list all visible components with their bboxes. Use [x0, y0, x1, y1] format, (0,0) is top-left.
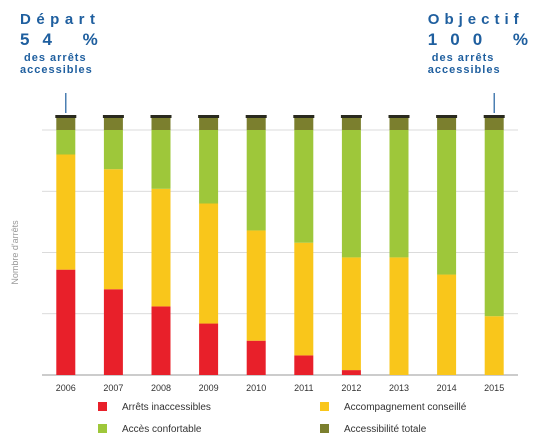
bar-cap-2010 [246, 118, 266, 130]
bar-2012-series-2 [341, 130, 361, 258]
bar-cap-top-2006 [55, 115, 77, 118]
legend-label: Arrêts inaccessibles [122, 402, 211, 413]
end-callout-line2: accessibles [427, 64, 501, 76]
bar-cap-2012 [341, 118, 361, 130]
bar-2006-series-1 [56, 154, 76, 270]
bar-cap-top-2011 [293, 115, 315, 118]
x-tick-label: 2008 [151, 383, 171, 393]
start-callout-line1: des arrêts [24, 52, 87, 64]
x-tick-label: 2007 [103, 383, 123, 393]
bar-2014-series-2 [437, 130, 457, 275]
bar-2006-series-2 [56, 130, 76, 155]
bar-2011-series-0 [294, 355, 314, 375]
legend: Arrêts inaccessibles Accompagnement conse… [98, 402, 467, 435]
x-tick-label: 2015 [484, 383, 504, 393]
x-tick-label: 2013 [389, 383, 409, 393]
bar-cap-top-2014 [436, 115, 458, 118]
bar-2011-series-2 [294, 130, 314, 243]
bar-2010-series-1 [246, 230, 266, 341]
bar-cap-top-2015 [483, 115, 505, 118]
legend-label: Accessibilité totale [344, 424, 427, 435]
legend-swatch [98, 402, 107, 411]
legend-label: Accès confortable [122, 424, 202, 435]
bar-2009-series-2 [199, 130, 219, 204]
axes: 2006 2007 2008 2009 2010 2011 2012 2013 2014 2015… [10, 220, 504, 393]
end-callout-line1: des arrêts [431, 52, 495, 64]
x-tick-label: 2009 [199, 383, 219, 393]
end-callout-value: 100 % [427, 30, 539, 49]
end-callout: Objectif 100 % des arrêts accessibles [428, 12, 539, 76]
bar-2011-series-1 [294, 242, 314, 356]
bar-2012-series-1 [341, 257, 361, 371]
x-tick-label: 2006 [56, 383, 76, 393]
legend-swatch [320, 402, 329, 411]
bar-2007-series-1 [103, 169, 123, 290]
legend-label: Accompagnement conseillé [344, 402, 467, 413]
x-tick-label: 2011 [294, 383, 313, 393]
start-callout-title: Départ [20, 11, 101, 28]
bar-2012-series-0 [341, 370, 361, 375]
bar-2006-series-0 [56, 269, 76, 375]
callout-leader-lines [65, 93, 495, 113]
bar-2009-series-0 [199, 323, 219, 375]
bar-2010-series-0 [246, 340, 266, 375]
bar-cap-2014 [437, 118, 457, 130]
x-tick-label: 2012 [341, 383, 361, 393]
bar-cap-top-2008 [150, 115, 172, 118]
bar-cap-2015 [484, 118, 504, 130]
bar-cap-top-2012 [340, 115, 362, 118]
x-tick-label: 2014 [437, 383, 457, 393]
x-tick-label: 2010 [246, 383, 266, 393]
y-axis-title: Nombre d'arrêts [10, 220, 20, 285]
start-callout-line2: accessibles [20, 64, 93, 76]
bar-2015-series-1 [484, 316, 504, 375]
bar-cap-2013 [389, 118, 409, 130]
legend-swatch [98, 424, 107, 433]
bar-2008-series-1 [151, 188, 171, 307]
bar-2007-series-2 [103, 130, 123, 170]
bar-cap-2007 [103, 118, 123, 130]
bar-cap-2008 [151, 118, 171, 130]
bar-2014-series-1 [437, 274, 457, 375]
bars [55, 115, 505, 375]
bar-2013-series-2 [389, 130, 409, 258]
legend-swatch [320, 424, 329, 433]
bar-2013-series-1 [389, 257, 409, 375]
start-callout-value: 54 % [20, 30, 111, 49]
bar-2008-series-0 [151, 306, 171, 375]
bar-cap-top-2007 [102, 115, 124, 118]
bar-2009-series-1 [199, 203, 219, 324]
bar-cap-top-2009 [198, 115, 220, 118]
bar-2007-series-0 [103, 289, 123, 375]
bar-2008-series-2 [151, 130, 171, 189]
bar-cap-2006 [56, 118, 76, 130]
bar-2010-series-2 [246, 130, 266, 231]
start-callout: Départ 54 % des arrêts accessibles [20, 12, 111, 76]
bar-cap-top-2013 [388, 115, 410, 118]
bar-cap-2009 [199, 118, 219, 130]
bar-cap-2011 [294, 118, 314, 130]
end-callout-title: Objectif [427, 11, 524, 28]
bar-cap-top-2010 [245, 115, 267, 118]
bar-2015-series-2 [484, 130, 504, 317]
